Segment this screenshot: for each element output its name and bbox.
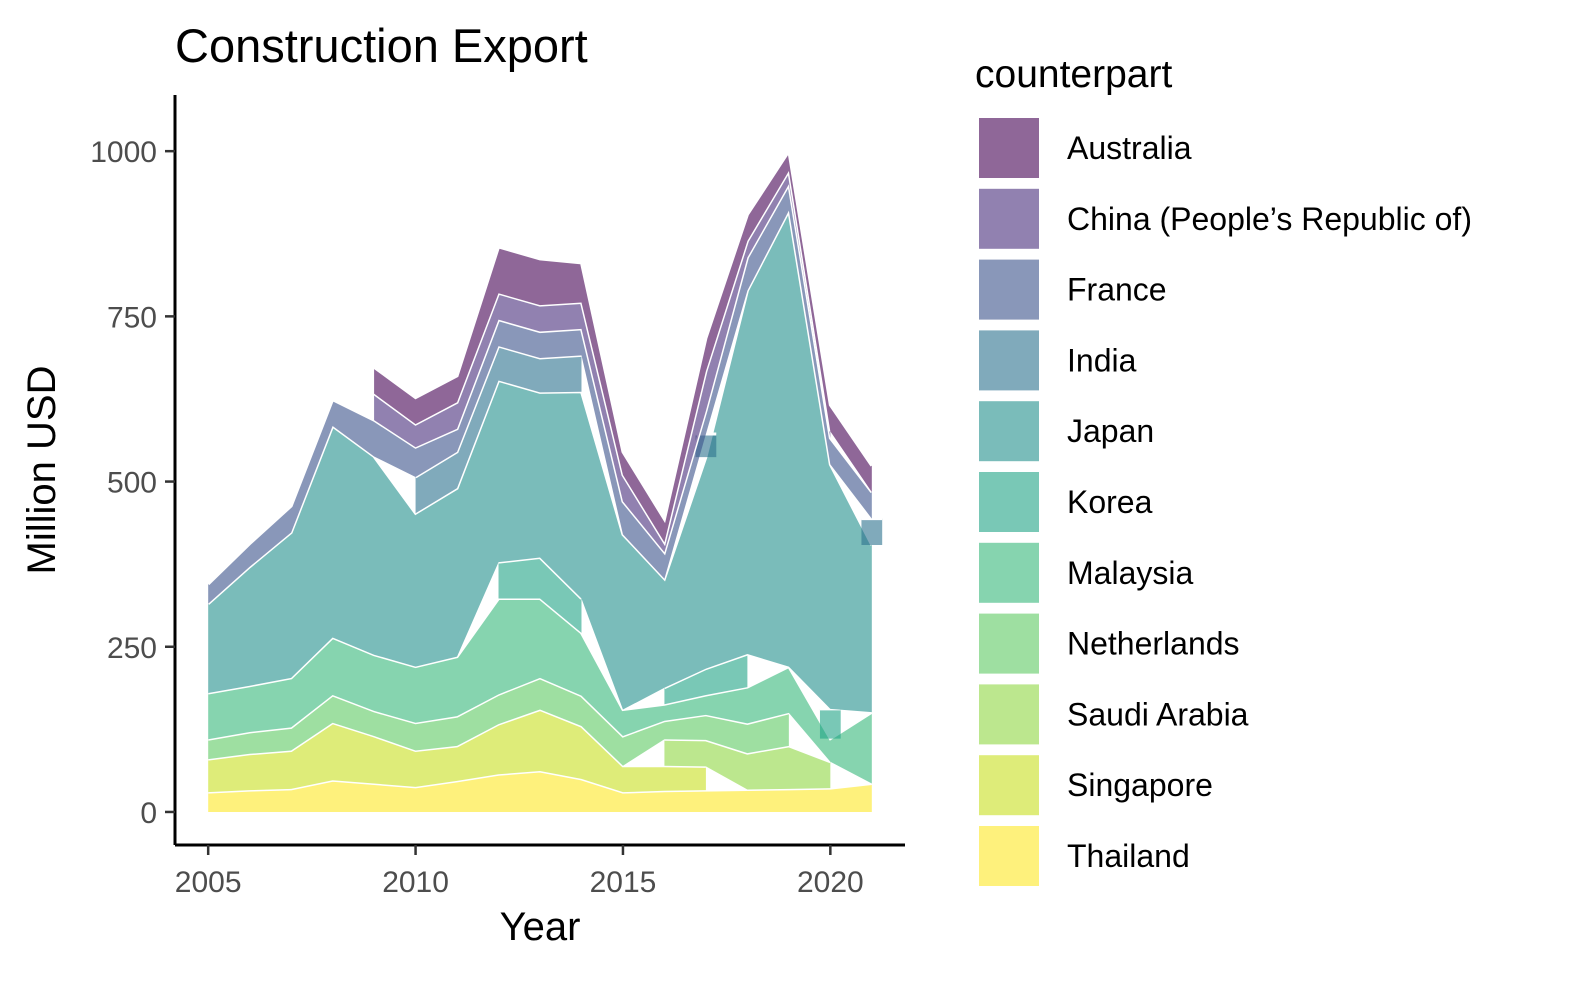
x-tick-label: 2015	[590, 866, 657, 899]
legend-item-thailand: Thailand	[979, 826, 1190, 886]
legend-swatch	[979, 684, 1039, 745]
area-singapore	[208, 709, 706, 793]
area-malaysia	[208, 598, 872, 784]
area-thailand	[208, 770, 872, 812]
areas-layer	[207, 147, 883, 812]
legend-swatch	[979, 472, 1039, 532]
legend-label: Korea	[1067, 484, 1153, 520]
legend-label: Japan	[1067, 413, 1154, 449]
axes-layer	[173, 95, 905, 847]
chart-title: Construction Export	[175, 19, 588, 72]
legend-item-netherlands: Netherlands	[979, 613, 1240, 674]
x-tick-label: 2005	[175, 866, 242, 899]
legend: Australia China (People’s Republic of) Fra…	[979, 118, 1472, 886]
area-india	[415, 346, 582, 514]
legend-swatch	[979, 826, 1039, 886]
x-tick-label: 2010	[382, 866, 449, 899]
area-outline-australia	[373, 147, 874, 524]
legend-label: Singapore	[1067, 767, 1213, 803]
legend-item-japan: Japan	[979, 401, 1154, 462]
legend-item-singapore: Singapore	[979, 755, 1213, 816]
area-saudi-arabia	[664, 739, 831, 790]
legend-label: Saudi Arabia	[1067, 696, 1249, 732]
x-tick-label: 2020	[797, 866, 864, 899]
legend-swatch	[979, 542, 1039, 603]
legend-label: France	[1067, 272, 1167, 308]
legend-swatch	[979, 330, 1039, 391]
legend-swatch	[979, 118, 1039, 178]
y-tick-label: 500	[107, 467, 157, 500]
legend-swatch	[979, 755, 1039, 816]
legend-swatch	[979, 259, 1039, 320]
area-korea	[498, 557, 582, 633]
legend-title: counterpart	[975, 53, 1172, 96]
y-tick-label: 250	[107, 632, 157, 665]
ticks-layer: 0 250 500 750 1000 2005 2010 2015 2020	[90, 136, 863, 899]
x-axis-label: Year	[500, 905, 581, 949]
legend-item-france: France	[979, 259, 1167, 320]
legend-swatch	[979, 188, 1039, 249]
area-korea	[664, 654, 748, 705]
legend-label: Malaysia	[1067, 555, 1193, 591]
legend-swatch	[979, 613, 1039, 674]
y-tick-label: 750	[107, 301, 157, 334]
area-india	[861, 518, 883, 545]
legend-item-malaysia: Malaysia	[979, 542, 1193, 603]
legend-label: China (People’s Republic of)	[1067, 201, 1472, 237]
legend-item-saudi-arabia: Saudi Arabia	[979, 684, 1249, 745]
legend-item-china-people-s-republic-of: China (People’s Republic of)	[979, 188, 1472, 249]
area-netherlands	[208, 677, 789, 766]
legend-item-india: India	[979, 330, 1137, 391]
y-axis-label: Million USD	[20, 366, 64, 575]
y-tick-label: 1000	[90, 136, 157, 169]
legend-item-australia: Australia	[979, 118, 1192, 178]
y-tick-label: 0	[140, 797, 157, 830]
legend-label: Netherlands	[1067, 626, 1240, 662]
area-korea	[819, 708, 841, 739]
legend-label: Thailand	[1067, 838, 1190, 874]
legend-swatch	[979, 401, 1039, 462]
legend-item-korea: Korea	[979, 472, 1153, 532]
legend-label: Australia	[1067, 130, 1192, 166]
legend-label: India	[1067, 342, 1137, 378]
area-japan	[208, 210, 872, 713]
